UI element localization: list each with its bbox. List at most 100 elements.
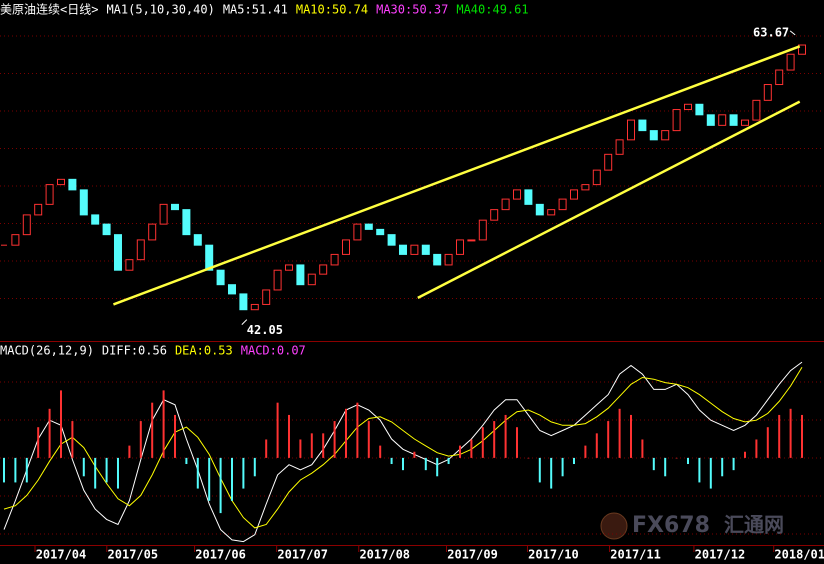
candle (558, 198, 567, 211)
candle (433, 253, 442, 266)
histogram-bar (675, 457, 678, 459)
histogram-bar (185, 457, 188, 465)
histogram-bar (686, 457, 689, 465)
histogram-bar (379, 445, 382, 458)
watermark: FX678 (632, 513, 710, 538)
legend-text: MACD(26,12,9) (0, 344, 94, 358)
candle (364, 223, 373, 230)
trend-line (417, 100, 801, 299)
histogram-bar (162, 390, 165, 458)
annotation-leader (789, 30, 796, 36)
candle (353, 223, 362, 241)
candle (148, 223, 157, 241)
histogram-bar (59, 390, 62, 458)
histogram-bar (208, 457, 211, 501)
x-tick-label: 2017/12 (695, 548, 746, 562)
histogram-bar (607, 421, 610, 458)
candle (615, 139, 624, 155)
histogram-bar (25, 457, 28, 483)
candle (102, 223, 111, 236)
indicator-line (3, 361, 803, 543)
legend-text: DIFF:0.56 (102, 344, 167, 358)
histogram-bar (287, 414, 290, 458)
annotation: 42.05 (247, 323, 283, 337)
histogram-bar (561, 457, 564, 477)
histogram-bar (652, 457, 655, 471)
candle (649, 130, 658, 141)
x-tick-label: 2017/06 (195, 548, 246, 562)
candle (626, 119, 635, 141)
histogram-bar (242, 457, 245, 489)
histogram-bar (14, 457, 17, 483)
candle (729, 114, 738, 126)
legend-text: DEA:0.53 (175, 344, 233, 358)
histogram-bar (367, 421, 370, 458)
x-tick-label: 2017/11 (610, 548, 661, 562)
histogram-bar (196, 457, 199, 489)
candle (216, 269, 225, 286)
x-tick-label: 2017/05 (108, 548, 159, 562)
histogram-bar (629, 414, 632, 458)
x-tick-label: 2017/09 (447, 548, 498, 562)
histogram-bar (356, 402, 359, 458)
candle (672, 109, 681, 132)
candle (752, 99, 761, 121)
x-tick-label: 2017/04 (36, 548, 87, 562)
candle (319, 264, 328, 275)
candle (535, 203, 544, 216)
histogram-bar (219, 457, 222, 514)
x-tick-label: 2017/10 (528, 548, 579, 562)
histogram-bar (48, 408, 51, 458)
candle (68, 178, 77, 191)
candle (455, 239, 464, 255)
candle (569, 189, 578, 200)
candle (205, 244, 214, 271)
candle (797, 44, 806, 55)
histogram-bar (105, 457, 108, 483)
candle (478, 219, 487, 241)
candle (501, 198, 510, 211)
histogram-bar (173, 414, 176, 458)
histogram-bar (310, 433, 313, 458)
candle (706, 114, 715, 126)
histogram-bar (71, 421, 74, 458)
candle (763, 84, 772, 101)
histogram-bar (436, 457, 439, 477)
x-tick-label: 2017/08 (359, 548, 410, 562)
trend-line (112, 45, 801, 306)
histogram-bar (800, 414, 803, 458)
indicator-line (3, 366, 803, 529)
histogram-bar (504, 414, 507, 458)
histogram-bar (413, 451, 416, 458)
histogram-bar (276, 402, 279, 458)
candle (91, 214, 100, 225)
candle (45, 184, 54, 205)
legend-text: MA1(5,10,30,40) (106, 3, 214, 17)
candle (718, 114, 727, 126)
histogram-bar (82, 457, 85, 477)
candle (775, 69, 784, 86)
histogram-bar (2, 457, 5, 483)
histogram-bar (641, 439, 644, 458)
candle (250, 303, 259, 311)
histogram-bar (743, 451, 746, 458)
histogram-bar (128, 445, 131, 458)
histogram-bar (390, 457, 393, 465)
candle (421, 244, 430, 255)
histogram-bar (458, 445, 461, 458)
histogram-bar (265, 439, 268, 458)
legend-text: MA30:50.37 (376, 3, 448, 17)
legend-text: 美原油连续<日线> (0, 2, 98, 17)
candle (113, 234, 122, 271)
candle (296, 264, 305, 286)
candle (786, 53, 795, 71)
histogram-bar (515, 427, 518, 458)
candle (524, 189, 533, 205)
legend-text: MA5:51.41 (223, 3, 288, 17)
candle (22, 214, 31, 236)
candle (307, 273, 316, 286)
candle (410, 244, 419, 255)
annotation-leader (241, 319, 248, 325)
